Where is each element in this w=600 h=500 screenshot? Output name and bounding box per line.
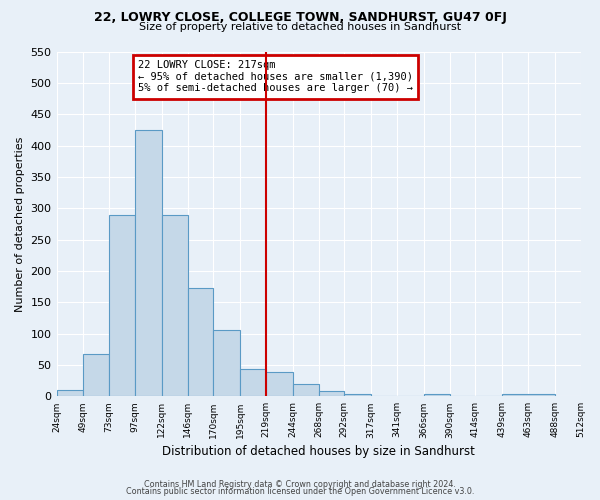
- Bar: [293, 384, 319, 396]
- Y-axis label: Number of detached properties: Number of detached properties: [15, 136, 25, 312]
- Bar: [109, 214, 135, 396]
- Text: Contains public sector information licensed under the Open Government Licence v3: Contains public sector information licen…: [126, 488, 474, 496]
- Text: Size of property relative to detached houses in Sandhurst: Size of property relative to detached ho…: [139, 22, 461, 32]
- Bar: [213, 330, 240, 396]
- Bar: [135, 130, 162, 396]
- Bar: [266, 372, 293, 396]
- Bar: [319, 392, 344, 396]
- Bar: [56, 390, 83, 396]
- Bar: [162, 214, 188, 396]
- Bar: [83, 354, 109, 397]
- Bar: [502, 394, 555, 396]
- X-axis label: Distribution of detached houses by size in Sandhurst: Distribution of detached houses by size …: [162, 444, 475, 458]
- Text: 22, LOWRY CLOSE, COLLEGE TOWN, SANDHURST, GU47 0FJ: 22, LOWRY CLOSE, COLLEGE TOWN, SANDHURST…: [94, 12, 506, 24]
- Text: 22 LOWRY CLOSE: 217sqm
← 95% of detached houses are smaller (1,390)
5% of semi-d: 22 LOWRY CLOSE: 217sqm ← 95% of detached…: [138, 60, 413, 94]
- Bar: [240, 368, 266, 396]
- Bar: [188, 288, 213, 397]
- Text: Contains HM Land Registry data © Crown copyright and database right 2024.: Contains HM Land Registry data © Crown c…: [144, 480, 456, 489]
- Bar: [344, 394, 371, 396]
- Bar: [424, 394, 449, 396]
